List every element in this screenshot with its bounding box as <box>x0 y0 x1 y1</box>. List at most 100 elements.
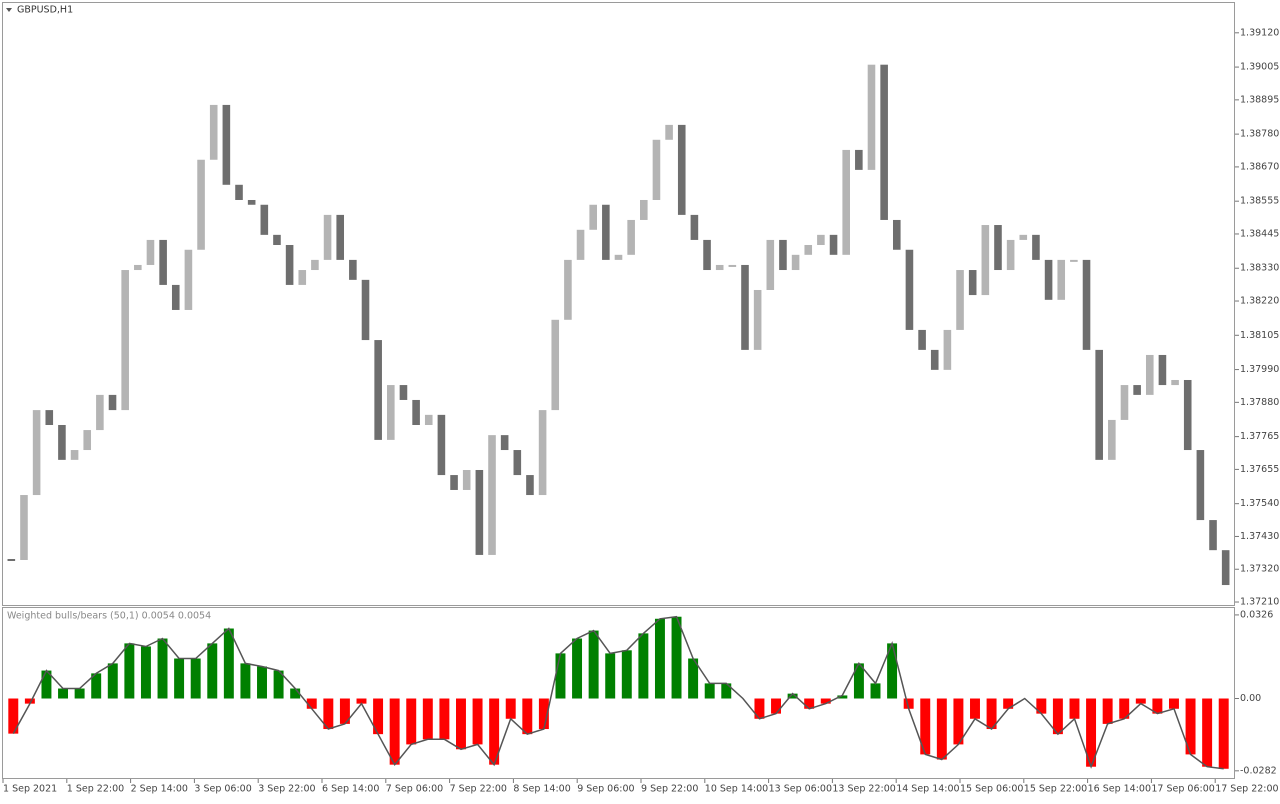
candle-body <box>32 410 41 496</box>
histogram-bar <box>472 698 483 745</box>
histogram-bar <box>572 638 583 699</box>
candle-body <box>994 225 1002 271</box>
candle-body <box>197 159 205 250</box>
histogram-bar <box>74 688 85 699</box>
histogram-bar <box>24 698 35 704</box>
candle-body <box>842 149 850 255</box>
indicator-line <box>12 615 1224 770</box>
candle-body <box>1070 259 1078 262</box>
histogram-bar <box>290 688 301 699</box>
histogram-bar <box>1036 698 1047 714</box>
y-tick-label: 1.39005 <box>1240 62 1279 73</box>
histogram-bar <box>903 698 914 709</box>
histogram-bar <box>273 670 284 699</box>
menu-arrow[interactable] <box>6 8 12 12</box>
candle-body <box>1019 234 1028 240</box>
y-tick-label: 0.00 <box>1240 693 1261 704</box>
histogram-bar <box>953 698 964 745</box>
histogram-bar <box>91 673 102 699</box>
candle-body <box>387 385 395 440</box>
x-tick-label: 6 Sep 14:00 <box>322 784 379 795</box>
candle-body <box>943 329 952 370</box>
candle-body <box>892 219 901 250</box>
y-tick-label: 1.38445 <box>1240 228 1279 239</box>
histogram-bar <box>522 698 533 735</box>
histogram-bar <box>820 698 831 704</box>
candle-body <box>83 430 92 451</box>
histogram-bar <box>41 670 52 699</box>
histogram-bar <box>207 643 218 699</box>
y-tick-label: 1.38555 <box>1240 196 1279 207</box>
candle-body <box>855 149 863 170</box>
candle-body <box>614 254 623 260</box>
candle-body <box>349 259 357 280</box>
histogram-bar <box>157 638 168 699</box>
x-tick-label: 17 Sep 22:00 <box>1215 784 1278 795</box>
candle-body <box>1057 259 1066 300</box>
candle-body <box>450 475 458 490</box>
histogram-bar <box>1069 698 1080 719</box>
x-tick-label: 16 Sep 14:00 <box>1088 784 1151 795</box>
y-tick-label: 1.39120 <box>1240 27 1279 38</box>
histogram-bar <box>389 698 400 765</box>
candle-body <box>96 394 104 431</box>
candle-body <box>108 394 117 411</box>
histogram-bar <box>339 698 350 724</box>
histogram-bar <box>439 698 450 740</box>
candle-body <box>462 469 471 490</box>
candle-body <box>817 234 825 245</box>
candle-body <box>905 249 914 330</box>
histogram-bar <box>538 698 549 730</box>
histogram-bar <box>621 650 632 699</box>
candle-body <box>361 279 370 341</box>
candle-body <box>829 234 838 255</box>
histogram-bar <box>654 618 665 699</box>
histogram-bar <box>223 628 234 699</box>
candle-body <box>677 124 686 215</box>
candle-body <box>538 410 547 496</box>
histogram-bar <box>456 698 466 750</box>
x-tick-label: 1 Sep 2021 <box>3 784 57 795</box>
candle-body <box>1145 354 1154 395</box>
candle-body <box>1171 379 1179 386</box>
histogram-bar <box>870 683 881 699</box>
candle-body <box>311 259 319 271</box>
candle-body <box>930 349 939 370</box>
candle-body <box>551 319 560 411</box>
candle-body <box>665 124 673 140</box>
histogram-bar <box>555 653 566 699</box>
histogram-bar <box>489 698 500 765</box>
x-tick-label: 9 Sep 22:00 <box>641 784 698 795</box>
candle-body <box>753 289 762 350</box>
indicator-panel-frame <box>2 607 1235 779</box>
x-tick-label: 13 Sep 06:00 <box>769 784 832 795</box>
candle-body <box>564 259 572 320</box>
y-tick-label: 1.38105 <box>1240 330 1279 341</box>
histogram-bar <box>323 698 334 730</box>
candle-body <box>336 214 345 260</box>
histogram-bar <box>754 698 765 719</box>
histogram-bar <box>1185 698 1196 755</box>
histogram-bar <box>588 630 599 699</box>
candle-body <box>424 414 433 425</box>
histogram-bar <box>240 663 251 699</box>
candle-body <box>1108 419 1116 460</box>
histogram-bar <box>505 698 516 719</box>
histogram-bar <box>986 698 997 730</box>
candle-body <box>222 104 231 185</box>
candle-body <box>1044 259 1053 300</box>
histogram-bar <box>771 698 781 714</box>
candle-body <box>1158 354 1167 386</box>
candle-body <box>513 450 522 476</box>
histogram-bar <box>1052 698 1063 735</box>
candle-body <box>45 410 54 425</box>
candle-body <box>323 214 332 260</box>
candle-body <box>475 469 484 555</box>
histogram-bar <box>8 698 19 734</box>
y-tick-label: 1.37210 <box>1240 597 1279 608</box>
y-tick-label: 1.38780 <box>1240 129 1279 140</box>
histogram-bar <box>721 683 732 699</box>
y-tick-label: 1.38895 <box>1240 94 1279 105</box>
candle-body <box>184 249 193 310</box>
